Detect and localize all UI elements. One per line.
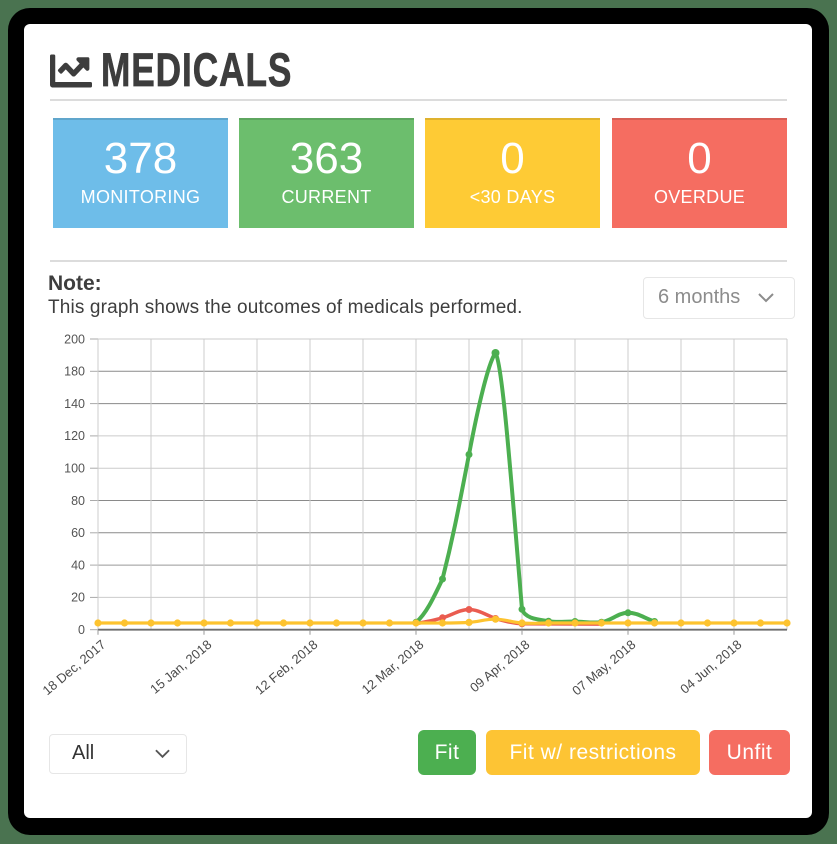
svg-text:15 Jan, 2018: 15 Jan, 2018: [147, 637, 214, 697]
svg-text:200: 200: [64, 332, 85, 346]
svg-text:0: 0: [78, 623, 85, 637]
svg-text:140: 140: [64, 397, 85, 411]
svg-text:40: 40: [71, 558, 85, 572]
svg-text:60: 60: [71, 526, 85, 540]
svg-text:12 Mar, 2018: 12 Mar, 2018: [359, 637, 427, 697]
svg-text:80: 80: [71, 494, 85, 508]
svg-text:09 Apr, 2018: 09 Apr, 2018: [467, 637, 533, 695]
svg-text:18 Dec, 2017: 18 Dec, 2017: [40, 637, 109, 698]
svg-text:120: 120: [64, 429, 85, 443]
svg-text:180: 180: [64, 365, 85, 379]
svg-text:20: 20: [71, 591, 85, 605]
svg-text:100: 100: [64, 462, 85, 476]
svg-text:07 May, 2018: 07 May, 2018: [569, 637, 638, 699]
svg-text:12 Feb, 2018: 12 Feb, 2018: [252, 637, 320, 698]
svg-text:04 Jun, 2018: 04 Jun, 2018: [677, 637, 744, 697]
